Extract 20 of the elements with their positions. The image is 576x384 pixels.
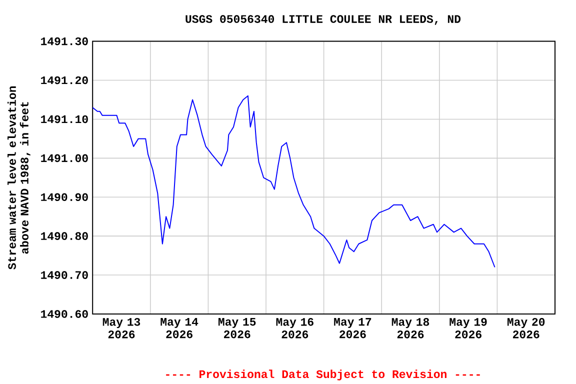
x-tick-label: May 16 2026 <box>276 318 314 338</box>
text: ---- Provisional Data Subject to Revision ---- <box>166 370 480 380</box>
y-tick-label: 1491.00 <box>41 154 88 162</box>
x-tick-label: May 19 2026 <box>450 318 487 338</box>
x-tick-label: May 13 2026 <box>102 318 140 338</box>
y-axis-title: Stream water level elevation above NAVD 1988, in feet <box>8 86 30 270</box>
y-tick-label: 1491.30 <box>41 37 88 46</box>
x-tick-label: May 14 2026 <box>160 318 198 338</box>
y-tick-label: 1490.80 <box>41 232 88 240</box>
y-tick-label: 1491.20 <box>41 76 88 84</box>
y-tick-label: 1490.60 <box>41 310 88 318</box>
x-tick-label: May 17 2026 <box>334 318 372 338</box>
y-tick-label: 1490.90 <box>41 193 88 201</box>
chart-title: USGS 05056340 LITTLE COULEE NR LEEDS, ND <box>186 15 461 25</box>
line-series <box>92 95 496 268</box>
y-tick-label: 1491.10 <box>41 115 88 124</box>
x-tick-label: May 20 2026 <box>507 318 545 338</box>
x-tick-label: May 15 2026 <box>218 318 256 338</box>
x-tick-label: May 18 2026 <box>392 318 430 338</box>
y-tick-label: 1490.70 <box>41 271 88 279</box>
